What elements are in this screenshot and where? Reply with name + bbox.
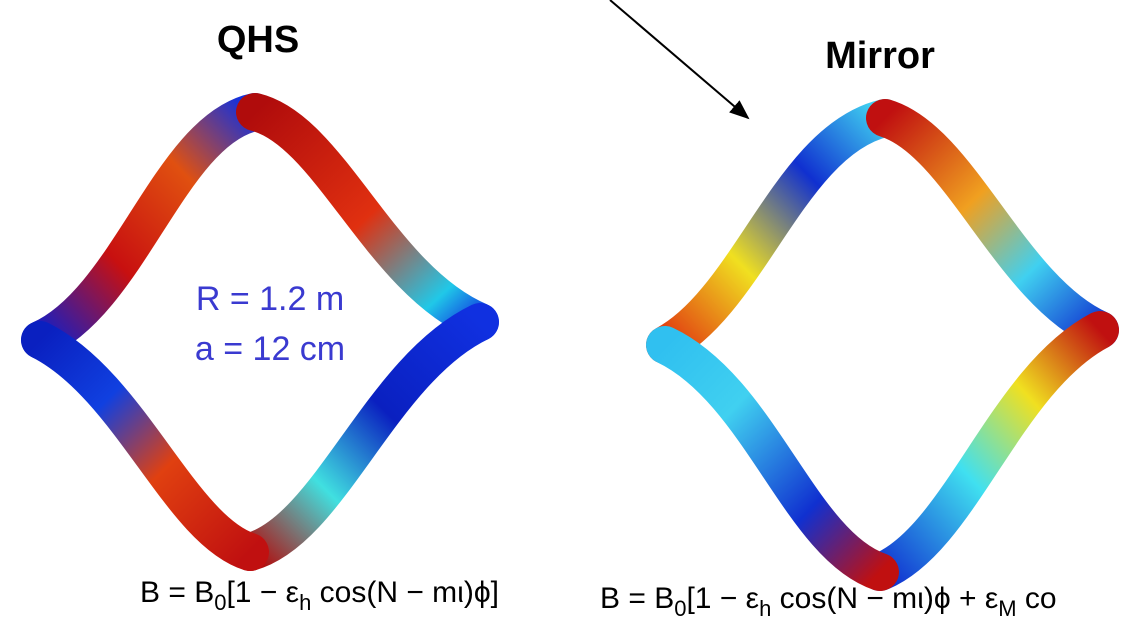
formula-part: [1 − ε xyxy=(686,582,759,615)
formula-part: cos(N − mι)ϕ] xyxy=(311,576,499,609)
formula-part: [1 − ε xyxy=(226,576,299,609)
note: R = 1.2 m xyxy=(196,280,344,318)
formula-part: h xyxy=(759,596,771,618)
formula-part: B = B xyxy=(140,576,214,609)
panel-title: QHS xyxy=(217,19,299,61)
note: a = 12 cm xyxy=(195,330,345,368)
formula-part: h xyxy=(299,590,311,615)
formula-part: 0 xyxy=(214,590,226,615)
formula-part: M xyxy=(998,596,1016,618)
slide: QHS Mirror R = 1.2 m a = 12 cm B = B0[1 … xyxy=(0,0,1129,618)
formula: B = B0[1 − εh cos(N − mι)ϕ + εM co xyxy=(600,582,1057,618)
formula-part: cos(N − mι)ϕ + ε xyxy=(771,582,998,615)
mirror-ring xyxy=(665,118,1100,572)
formula: B = B0[1 − εh cos(N − mι)ϕ] xyxy=(140,576,499,615)
arrow xyxy=(610,0,748,118)
formula-part: B = B xyxy=(600,582,674,615)
panel-title: Mirror xyxy=(825,35,935,77)
formula-part: co xyxy=(1017,582,1057,615)
formula-part: 0 xyxy=(674,596,686,618)
